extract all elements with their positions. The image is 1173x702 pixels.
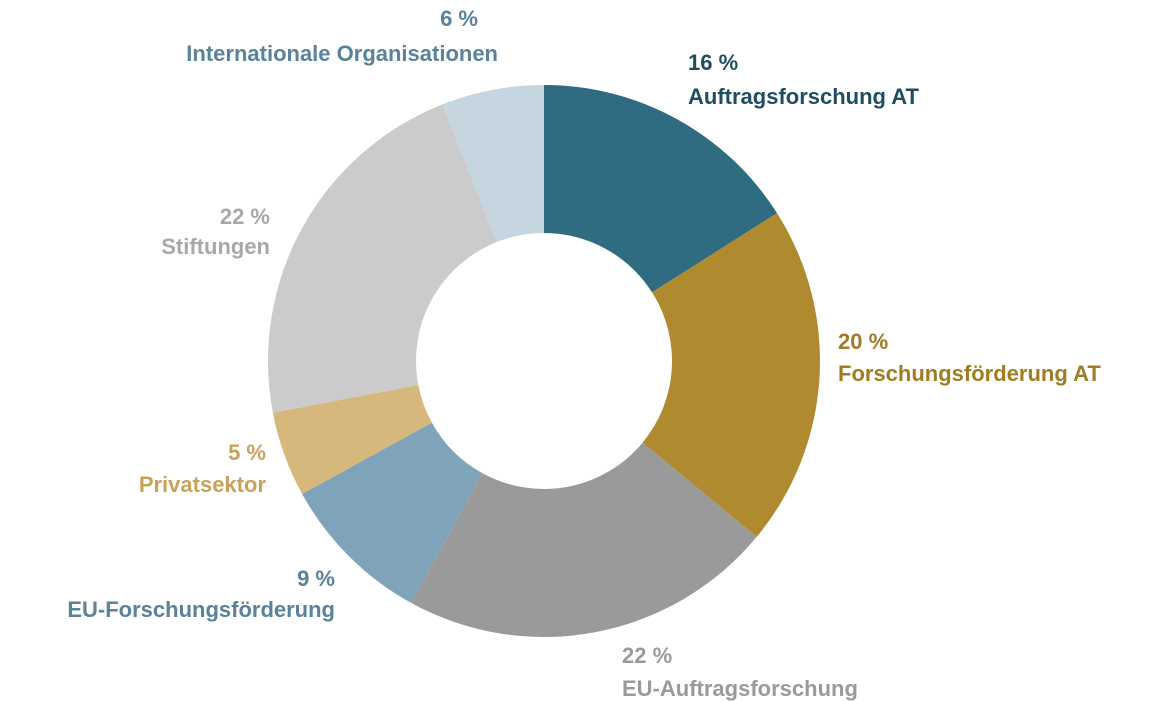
donut-slice xyxy=(411,442,757,638)
donut-slice xyxy=(268,104,497,413)
value-label: 16 % xyxy=(688,50,738,75)
value-label: 9 % xyxy=(297,566,335,591)
category-label: Privatsektor xyxy=(139,472,267,497)
category-label: Stiftungen xyxy=(161,234,270,259)
donut-slice xyxy=(272,384,432,494)
category-label: Internationale Organisationen xyxy=(186,41,498,66)
value-label: 22 % xyxy=(622,643,672,668)
donut-slice xyxy=(442,85,544,242)
donut-slice xyxy=(544,85,778,293)
category-label: EU-Auftragsforschung xyxy=(622,676,858,701)
value-label: 6 % xyxy=(440,6,478,31)
category-label: Forschungsförderung AT xyxy=(838,361,1101,386)
category-label: Auftragsforschung AT xyxy=(688,84,920,109)
value-label: 5 % xyxy=(228,440,266,465)
value-label: 20 % xyxy=(838,329,888,354)
category-label: EU-Forschungsförderung xyxy=(67,597,335,622)
value-label: 22 % xyxy=(220,204,270,229)
donut-slice xyxy=(302,422,483,603)
donut-slice xyxy=(642,213,820,537)
